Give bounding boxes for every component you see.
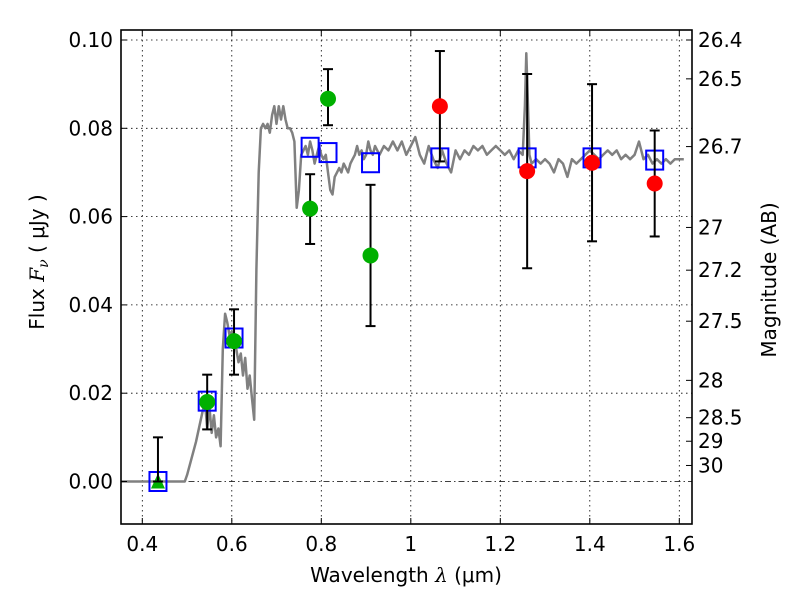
- x-tick-label: 0.4: [126, 532, 158, 556]
- y2-axis-label: Magnitude (AB): [757, 202, 781, 357]
- nir-data-point: [584, 154, 601, 171]
- y2-tick-label: 28: [698, 368, 723, 392]
- optical-data-point: [302, 200, 319, 217]
- y-tick-label: 0.00: [68, 470, 113, 494]
- x-tick-label: 0.6: [216, 532, 248, 556]
- nir-data-point: [431, 98, 448, 115]
- y-axis: 0.00 0.02 0.04 0.06 0.08 0.10: [68, 28, 127, 494]
- y-tick-label: 0.06: [68, 205, 113, 229]
- x-tick-label: 1: [404, 532, 417, 556]
- y2-tick-label: 26.4: [698, 28, 743, 52]
- y-tick-label: 0.02: [68, 381, 113, 405]
- x-tick-label: 1.2: [484, 532, 516, 556]
- y-tick-label: 0.04: [68, 293, 113, 317]
- axes-frame: [120, 29, 693, 525]
- optical-data-point: [199, 394, 216, 411]
- model-photometry-box: [361, 152, 381, 174]
- y2-tick-label: 27: [698, 215, 723, 239]
- y-tick-label: 0.10: [68, 28, 113, 52]
- x-tick-label: 1.4: [574, 532, 606, 556]
- y2-tick-label: 28.5: [698, 406, 743, 430]
- optical-data-point: [320, 90, 337, 107]
- y2-tick-label: 26.5: [698, 67, 743, 91]
- x-tick-label: 1.6: [663, 532, 695, 556]
- y2-tick-label: 27.2: [698, 258, 743, 282]
- model-photometry-box: [318, 142, 338, 164]
- optical-data-point: [362, 247, 379, 264]
- data-marks: [121, 50, 684, 492]
- x-axis-label: Wavelength λ (μm): [310, 563, 502, 587]
- y2-tick-label: 30: [698, 453, 723, 477]
- y2-tick-label: 26.7: [698, 135, 743, 159]
- y2-tick-label: 29: [698, 429, 723, 453]
- x-axis: 0.4 0.6 0.8 1 1.2 1.4 1.6: [126, 30, 695, 556]
- nir-data-point: [646, 175, 663, 192]
- y2-tick-label: 27.5: [698, 309, 743, 333]
- x-tick-label: 0.8: [305, 532, 337, 556]
- y-tick-label: 0.08: [68, 116, 113, 140]
- y-axis-label: Flux Fν ( μJy ): [25, 194, 52, 329]
- nir-data-point: [519, 163, 536, 180]
- grid: [121, 30, 692, 524]
- optical-data-point: [226, 333, 243, 350]
